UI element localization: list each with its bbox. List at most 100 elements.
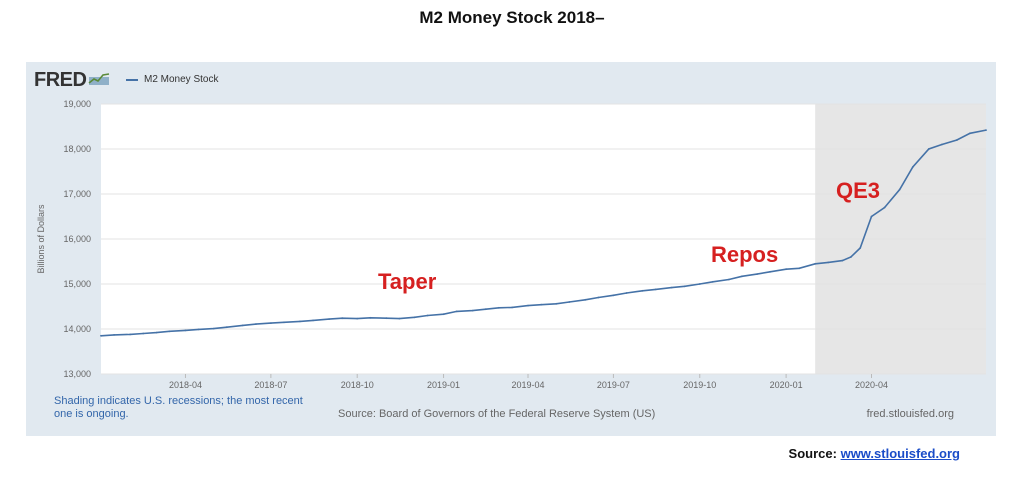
- footer-source: Source: Board of Governors of the Federa…: [338, 408, 656, 420]
- x-tick-labels: 2018-04 2018-07 2018-10 2019-01 2019-04 2019-…: [169, 374, 888, 390]
- fred-chart-panel: 13,000 14,000 15,000 16,000 17,000 18,000 19,0…: [26, 62, 996, 436]
- y-tick-label: 14,000: [63, 324, 91, 334]
- data-point: [941, 143, 943, 146]
- source-prefix: Source:: [788, 446, 837, 461]
- data-point: [870, 215, 873, 218]
- data-point: [369, 316, 372, 319]
- data-point: [683, 285, 686, 288]
- x-tick-label: 2019-07: [597, 380, 630, 390]
- series-line-m2: [100, 129, 987, 337]
- data-point: [927, 148, 930, 150]
- data-point: [283, 321, 285, 324]
- data-point: [814, 262, 817, 265]
- data-point: [413, 316, 416, 319]
- data-point: [113, 334, 115, 336]
- data-point: [841, 259, 844, 262]
- data-point: [769, 270, 771, 273]
- y-tick-label: 15,000: [63, 279, 91, 289]
- fred-chart-icon: [88, 69, 110, 92]
- y-tick-label: 16,000: [63, 234, 91, 244]
- data-point: [654, 288, 657, 291]
- source-link[interactable]: www.stlouisfed.org: [840, 446, 960, 461]
- chart-legend: M2 Money Stock: [126, 74, 218, 85]
- data-point: [850, 256, 852, 258]
- data-point: [898, 188, 901, 191]
- data-point: [270, 322, 272, 324]
- data-point: [969, 132, 971, 135]
- data-point: [911, 166, 914, 168]
- legend-swatch: [126, 78, 138, 81]
- data-point: [612, 294, 615, 297]
- data-point: [212, 327, 215, 330]
- data-point: [712, 280, 714, 283]
- data-point: [155, 331, 158, 334]
- footer-url[interactable]: fred.stlouisfed.org: [866, 408, 954, 420]
- data-point: [555, 302, 558, 305]
- data-point: [100, 334, 102, 337]
- data-point: [498, 306, 500, 309]
- data-point: [455, 310, 458, 313]
- data-point: [785, 268, 787, 271]
- y-tick-label: 19,000: [63, 99, 91, 109]
- x-tick-label: 2019-04: [511, 380, 544, 390]
- annotation-taper: Taper: [378, 269, 437, 294]
- data-point: [641, 289, 644, 292]
- data-point: [584, 298, 587, 301]
- data-point: [356, 317, 359, 320]
- x-tick-label: 2019-10: [683, 380, 716, 390]
- data-point: [883, 206, 886, 209]
- data-point: [225, 326, 228, 329]
- y-tick-label: 17,000: [63, 189, 91, 199]
- data-point: [184, 329, 187, 332]
- data-point: [511, 306, 513, 309]
- data-point: [484, 308, 487, 311]
- legend-label: M2 Money Stock: [144, 74, 219, 85]
- data-point: [827, 261, 830, 264]
- data-point: [471, 309, 474, 312]
- data-point: [956, 139, 958, 141]
- x-tick-label: 2018-10: [341, 380, 374, 390]
- annotation-repos: Repos: [711, 242, 778, 267]
- data-point: [527, 304, 529, 307]
- data-point: [756, 273, 758, 275]
- data-point: [312, 319, 314, 322]
- data-point: [341, 317, 344, 320]
- data-point: [385, 317, 388, 320]
- fred-logo[interactable]: FRED: [34, 69, 110, 92]
- recession-note: Shading indicates U.S. recessions; the m…: [54, 395, 303, 420]
- annotation-qe3: QE3: [836, 178, 880, 203]
- y-tick-label: 18,000: [63, 144, 91, 154]
- x-tick-label: 2020-01: [770, 380, 803, 390]
- data-point: [442, 313, 445, 316]
- data-point: [597, 296, 600, 299]
- data-point: [625, 292, 628, 294]
- y-tick-labels: 13,000 14,000 15,000 16,000 17,000 18,000 19,0…: [63, 99, 91, 379]
- y-axis-label: Billions of Dollars: [36, 204, 46, 274]
- data-point: [985, 129, 987, 131]
- data-point: [568, 301, 571, 303]
- chart-canvas: 13,000 14,000 15,000 16,000 17,000 18,000 19,0…: [36, 99, 987, 390]
- x-tick-label: 2019-01: [427, 380, 460, 390]
- data-point: [859, 247, 862, 249]
- data-point: [540, 303, 543, 306]
- data-point: [398, 317, 401, 320]
- data-point: [741, 275, 743, 278]
- x-tick-label: 2018-07: [254, 380, 287, 390]
- data-point: [168, 330, 171, 333]
- fred-logo-text: FRED: [34, 69, 87, 91]
- data-point: [328, 318, 330, 320]
- data-point: [142, 332, 145, 335]
- series-points: [100, 129, 987, 337]
- page-title: M2 Money Stock 2018–: [419, 8, 605, 27]
- data-point: [798, 267, 801, 270]
- source-line: Source: www.stlouisfed.org: [789, 446, 960, 461]
- data-point: [129, 333, 131, 336]
- data-point: [728, 278, 730, 281]
- data-point: [698, 283, 701, 285]
- x-tick-label: 2020-04: [855, 380, 888, 390]
- data-point: [255, 323, 257, 325]
- data-point: [197, 328, 200, 331]
- y-tick-label: 13,000: [63, 369, 91, 379]
- data-point: [426, 314, 429, 317]
- data-point: [299, 320, 301, 323]
